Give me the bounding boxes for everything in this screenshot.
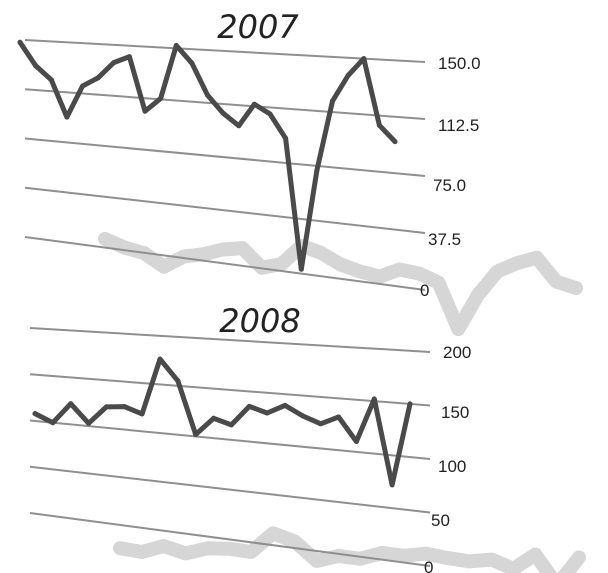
data-point	[267, 111, 273, 117]
data-point	[121, 404, 127, 410]
data-point	[345, 73, 351, 78]
y-tick-label: 37.5	[428, 230, 461, 249]
data-point	[330, 98, 335, 104]
gridline	[24, 88, 426, 120]
gridlines-2008	[29, 327, 431, 567]
series-shadow	[98, 231, 583, 337]
data-point	[228, 422, 234, 428]
data-point	[126, 54, 132, 60]
data-point	[246, 403, 252, 409]
y-tick-label: 112.5	[438, 116, 479, 135]
data-point	[220, 110, 226, 116]
data-point	[95, 75, 101, 81]
y-axis-2007: 150.0 112.5 75.0 37.5 0	[420, 54, 481, 300]
y-tick-label: 50	[431, 511, 450, 530]
data-point	[336, 414, 342, 420]
data-point	[157, 356, 163, 362]
data-point	[361, 56, 367, 62]
data-point	[80, 83, 85, 89]
data-point	[17, 39, 23, 45]
series-2008	[32, 356, 413, 488]
data-point	[33, 63, 39, 69]
series-line	[32, 356, 413, 488]
series-2007	[17, 39, 398, 272]
data-point	[142, 108, 148, 114]
data-point	[318, 421, 324, 427]
data-point	[158, 96, 164, 102]
gridline	[29, 373, 431, 407]
y-axis-2008: 200 150 100 50 0	[424, 343, 471, 573]
shadow-layer-2007	[98, 231, 583, 337]
chart-2008: 2008 200 150 100 50 0	[29, 302, 586, 573]
data-point	[64, 114, 70, 120]
data-point	[353, 439, 359, 444]
data-point	[189, 60, 195, 66]
data-point	[103, 404, 109, 410]
data-point	[48, 77, 54, 83]
data-point	[389, 482, 395, 488]
data-point	[407, 401, 413, 407]
data-point	[236, 123, 242, 129]
gridlines-2007	[24, 39, 426, 291]
data-point	[392, 139, 398, 145]
gridline	[24, 137, 426, 177]
gridline	[29, 512, 431, 567]
data-point	[50, 420, 56, 426]
y-tick-label: 200	[443, 343, 471, 362]
data-point	[68, 401, 74, 407]
y-tick-label: 0	[424, 558, 433, 573]
chart-2007: 2007 150.0 112.5 75.0 37.5 0	[17, 8, 583, 337]
data-point	[282, 402, 288, 408]
y-tick-label: 75.0	[433, 176, 466, 195]
gridline	[24, 236, 426, 291]
y-tick-label: 0	[420, 281, 429, 300]
data-point	[376, 122, 382, 128]
data-point	[175, 378, 181, 384]
y-tick-label: 150	[441, 403, 469, 422]
data-point	[371, 396, 377, 402]
data-point	[111, 60, 117, 66]
chart-title-2007: 2007	[217, 8, 299, 46]
data-point	[314, 167, 320, 173]
series-shadow	[113, 526, 586, 573]
data-point	[211, 415, 217, 421]
data-point	[264, 410, 270, 416]
data-point	[298, 266, 304, 272]
data-point	[251, 101, 257, 107]
data-point	[32, 411, 38, 417]
gridline	[24, 186, 426, 234]
data-point	[300, 413, 306, 419]
shadow-layer-2008	[113, 526, 586, 573]
data-point	[205, 92, 210, 98]
y-tick-label: 100	[438, 457, 466, 476]
gridline	[29, 465, 431, 514]
data-point	[173, 43, 179, 48]
data-point	[86, 420, 92, 426]
chart-title-2008: 2008	[219, 302, 300, 340]
data-point	[139, 411, 145, 417]
data-point	[193, 432, 199, 437]
y-tick-label: 150.0	[438, 54, 481, 73]
gridline	[24, 39, 426, 63]
gridline	[29, 327, 431, 353]
data-point	[283, 135, 289, 141]
gridline	[29, 419, 431, 460]
